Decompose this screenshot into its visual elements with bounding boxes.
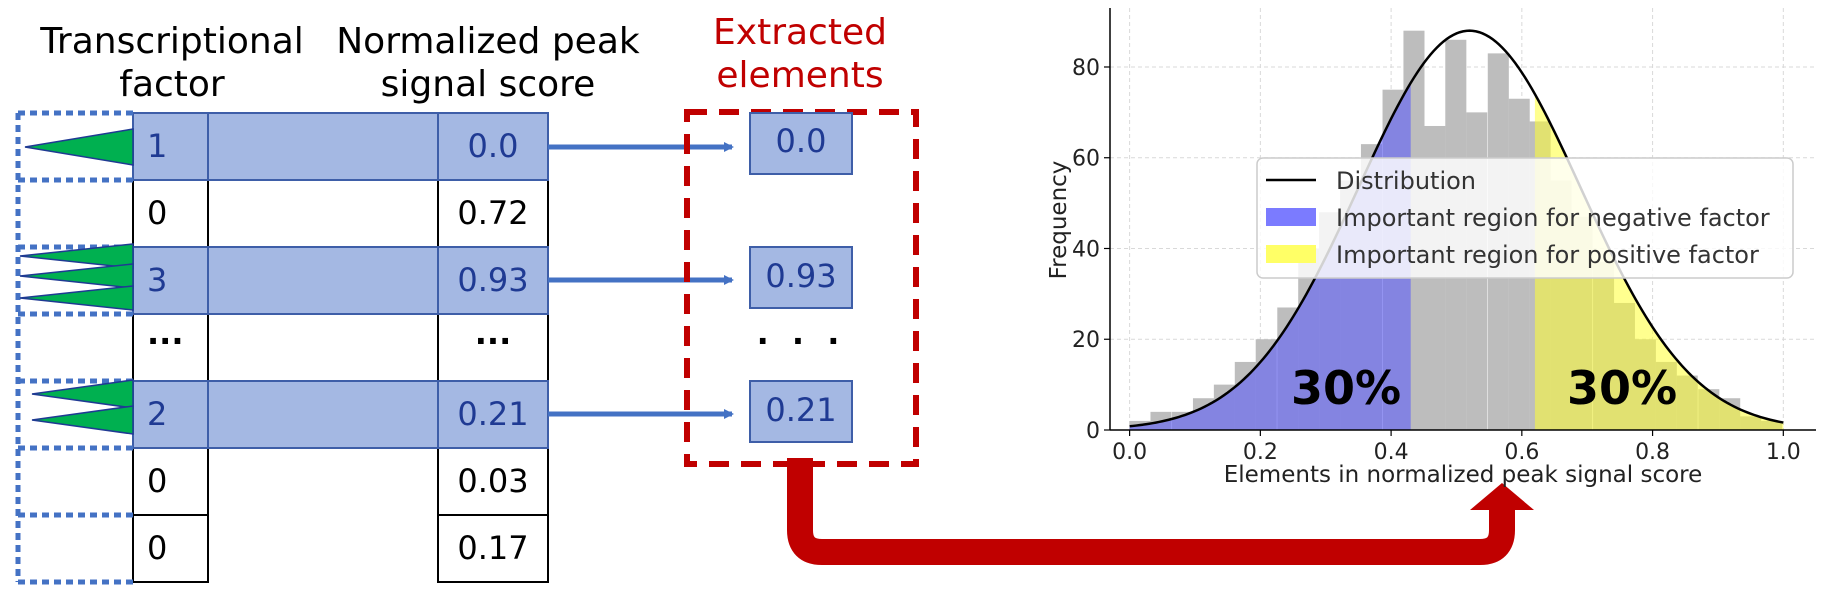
header-tf-line1: Transcriptional [39,21,304,62]
peak-icon [19,243,134,269]
tf-cell: 1 [147,127,167,165]
legend-label: Important region for negative factor [1336,204,1770,232]
tf-table: 1 0 3 ··· 2 0 0 0.0 0.72 0.93 ··· 0.21 0… [132,112,549,583]
header-extracted-line2: elements [716,55,883,96]
legend-swatch-positive [1266,245,1316,263]
extracted-value: 0.93 [765,257,836,295]
tf-cell: 0 [147,529,167,567]
header-score-line1: Normalized peak [336,21,640,62]
extracted-cell [749,380,853,443]
peak-icon [31,379,134,409]
peak-icons [19,128,134,435]
legend-label: Distribution [1336,167,1476,195]
peak-icon [19,285,134,311]
x-tick-label: 0.4 [1374,440,1409,465]
score-cell: 0.03 [457,462,528,500]
x-tick-label: 0.8 [1635,440,1670,465]
y-tick-label: 0 [1086,419,1100,444]
histogram-chart: 0.0 0.2 0.4 0.6 0.8 1.0 0 20 40 60 80 El… [1046,8,1816,488]
score-cell: 0.0 [468,127,519,165]
header-extracted-line1: Extracted [713,12,887,53]
chart-legend: Distribution Important region for negati… [1256,157,1794,279]
region-overlays [1129,82,1784,430]
y-tick-label: 40 [1072,237,1100,262]
extracted-cell [749,246,853,309]
peak-icon [24,128,134,166]
tf-cell: 2 [147,395,167,433]
x-tick-label: 0.6 [1504,440,1539,465]
extracted-value: 0.0 [776,122,827,160]
extracted-ellipsis: · · · [757,322,846,360]
y-tick-label: 20 [1072,328,1100,353]
tf-cell: 3 [147,261,167,299]
negative-region-percent: 30% [1291,361,1401,415]
row-highlight-3 [132,246,549,315]
peak-icon [19,263,134,289]
tf-cell: 0 [147,194,167,232]
extract-arrows [548,142,734,419]
y-tick-label: 60 [1072,147,1100,172]
extracted-cell [749,112,853,175]
x-axis-label: Elements in normalized peak signal score [1224,462,1703,488]
score-cell: 0.17 [457,529,528,567]
header-score-line2: signal score [381,64,596,105]
x-tick-label: 0.2 [1243,440,1278,465]
distribution-curve [1129,29,1784,428]
negative-region [1129,82,1411,430]
x-tick-label: 0.0 [1112,440,1147,465]
y-axis-label: Frequency [1046,161,1072,280]
row-highlight-1 [132,112,549,181]
score-cell: 0.93 [457,261,528,299]
score-cell: 0.72 [457,194,528,232]
tf-cell: ··· [147,322,183,360]
score-cell: 0.21 [457,395,528,433]
flow-arrow [787,458,1534,565]
genome-track [15,110,133,585]
legend-label: Important region for positive factor [1336,241,1759,269]
header-tf-line2: factor [119,64,225,105]
x-tick-label: 1.0 [1766,440,1801,465]
extracted-value: 0.21 [765,391,836,429]
positive-region [1534,94,1784,430]
positive-region-percent: 30% [1567,361,1677,415]
tf-cell: 0 [147,462,167,500]
score-cell: ··· [475,322,511,360]
legend-swatch-negative [1266,208,1316,226]
peak-icon [31,405,134,435]
y-tick-label: 80 [1072,56,1100,81]
